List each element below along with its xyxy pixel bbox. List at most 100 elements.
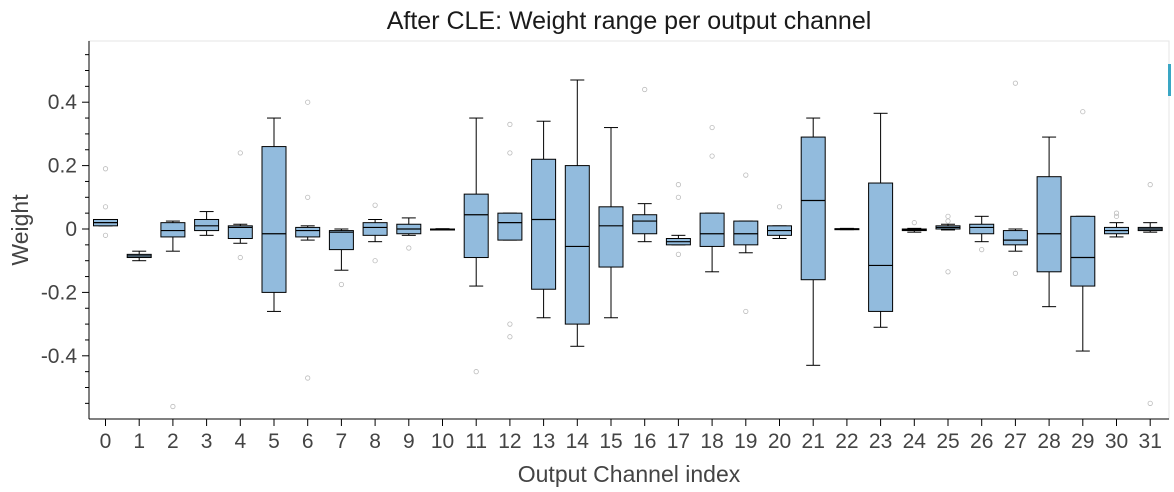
box-channel-31 <box>1137 182 1163 406</box>
x-tick-label: 29 <box>1071 430 1094 453</box>
x-tick-label: 0 <box>100 430 112 453</box>
box-channel-23 <box>868 112 894 328</box>
x-tick-label: 21 <box>802 430 825 453</box>
x-tick-label: 14 <box>566 430 590 453</box>
iqr-box <box>362 222 388 236</box>
outlier-point <box>170 403 176 410</box>
x-tick-label: 5 <box>268 430 280 453</box>
box-channel-25 <box>935 213 961 275</box>
y-axis-label: Weight <box>7 194 33 266</box>
box-channel-16 <box>632 86 658 243</box>
outlier-point <box>237 150 243 156</box>
outlier-point <box>1080 109 1086 115</box>
outlier-point <box>675 182 682 188</box>
box-channel-27 <box>1002 80 1028 276</box>
outlier-point <box>102 232 109 238</box>
x-tick-label: 15 <box>599 430 622 453</box>
outlier-point <box>1012 80 1019 86</box>
outlier-point <box>1012 270 1019 276</box>
box-channel-7 <box>328 228 354 288</box>
x-tick-label: 10 <box>431 430 454 453</box>
outlier-point <box>945 213 951 219</box>
x-tick-label: 19 <box>734 430 757 453</box>
outlier-point <box>743 308 749 315</box>
outlier-point <box>1147 400 1153 406</box>
x-tick-label: 1 <box>133 430 145 453</box>
x-axis-label: Output Channel index <box>518 461 741 487</box>
x-tick-label: 17 <box>667 430 690 453</box>
iqr-box <box>1036 176 1062 273</box>
box-channel-8 <box>362 202 388 264</box>
x-tick-label: 25 <box>936 430 959 453</box>
iqr-box <box>800 136 826 281</box>
x-tick-label: 16 <box>633 430 656 453</box>
outlier-point <box>709 153 715 159</box>
box-channel-4 <box>227 150 253 261</box>
outlier-point <box>102 166 109 172</box>
iqr-box <box>564 165 590 325</box>
box-channel-15 <box>598 127 624 319</box>
box-channel-0 <box>93 166 118 238</box>
x-tick-label: 22 <box>835 430 858 453</box>
outlier-point <box>642 86 648 93</box>
x-axis-ticks: 0 1 2 3 4 5 6 7 8 9 10 11 12 13 14 15 16 17 18 19 20 21 22 23 24… <box>100 419 1162 453</box>
box-channel-30 <box>1104 210 1129 238</box>
x-tick-label: 4 <box>234 430 246 453</box>
x-tick-label: 30 <box>1105 430 1128 453</box>
box-channel-11 <box>463 117 489 375</box>
outlier-point <box>372 202 378 208</box>
x-tick-label: 23 <box>869 430 892 453</box>
x-tick-label: 11 <box>465 430 487 453</box>
x-tick-label: 28 <box>1037 430 1060 453</box>
outlier-point <box>338 281 344 288</box>
iqr-box <box>261 146 287 293</box>
outlier-point <box>911 220 917 226</box>
x-tick-label: 7 <box>336 430 348 453</box>
x-tick-label: 6 <box>302 430 314 453</box>
box-channel-29 <box>1070 109 1096 352</box>
box-channel-17 <box>665 182 691 257</box>
box-channel-10 <box>430 228 455 231</box>
iqr-box <box>328 230 354 251</box>
box-channel-19 <box>733 172 759 315</box>
y-tick-label: -0.4 <box>41 345 78 368</box>
outlier-point <box>473 369 479 375</box>
edge-marker <box>1168 64 1171 96</box>
iqr-box <box>160 222 186 238</box>
outlier-point <box>1113 213 1120 219</box>
outlier-point <box>776 204 783 210</box>
outlier-point <box>507 321 513 327</box>
box-channel-26 <box>969 215 995 253</box>
outlier-point <box>1113 210 1120 216</box>
y-tick-label: 0.4 <box>48 91 78 114</box>
iqr-box <box>969 223 995 235</box>
box-channel-6 <box>295 99 321 381</box>
outlier-point <box>406 245 412 251</box>
outlier-point <box>507 334 513 340</box>
x-tick-label: 20 <box>768 430 791 453</box>
y-tick-label: 0.2 <box>48 155 77 178</box>
outlier-point <box>675 194 682 200</box>
y-tick-label: -0.2 <box>41 281 77 304</box>
box-channel-12 <box>497 121 523 340</box>
iqr-box <box>531 158 557 290</box>
box-channel-1 <box>126 250 152 262</box>
iqr-box <box>295 226 321 238</box>
x-tick-label: 31 <box>1139 430 1162 453</box>
outlier-point <box>102 204 109 210</box>
iqr-box <box>1070 215 1096 287</box>
outlier-point <box>507 121 513 127</box>
outlier-point <box>507 150 513 156</box>
x-tick-label: 8 <box>369 430 381 453</box>
iqr-box <box>497 212 523 241</box>
box-channel-14 <box>564 79 590 347</box>
x-tick-label: 24 <box>903 430 927 453</box>
box-channel-24 <box>901 220 927 233</box>
box-channel-9 <box>396 217 422 251</box>
outlier-point <box>675 251 682 257</box>
box-channel-13 <box>531 120 557 319</box>
outlier-point <box>372 258 378 264</box>
outlier-point <box>1147 182 1153 188</box>
iqr-box <box>463 193 489 259</box>
